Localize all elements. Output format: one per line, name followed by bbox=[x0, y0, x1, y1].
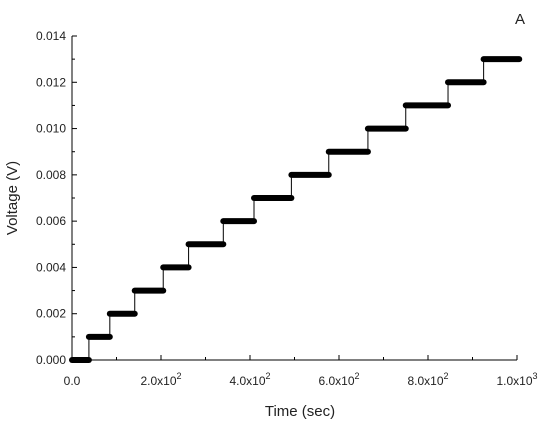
plot-area bbox=[69, 56, 523, 363]
panel-letter: A bbox=[515, 11, 525, 28]
y-tick-label: 0.000 bbox=[36, 353, 66, 367]
y-tick-label: 0.002 bbox=[36, 307, 66, 321]
y-tick-label: 0.014 bbox=[36, 29, 66, 43]
y-axis-title: Voltage (V) bbox=[4, 161, 21, 235]
x-tick-label: 2.0x102 bbox=[140, 371, 181, 388]
y-tick-label: 0.010 bbox=[36, 122, 66, 136]
x-tick-label: 8.0x102 bbox=[407, 371, 448, 388]
y-tick-label: 0.012 bbox=[36, 75, 66, 89]
y-tick-label: 0.006 bbox=[36, 214, 66, 228]
x-axis-title: Time (sec) bbox=[265, 403, 335, 420]
x-tick-label: 4.0x102 bbox=[229, 371, 270, 388]
ticks: 0.000 0.002 0.004 0.006 0.008 0.010 0.012 0.014… bbox=[36, 29, 538, 388]
x-tick-label: 6.0x102 bbox=[318, 371, 359, 388]
x-tick-label: 1.0x103 bbox=[496, 371, 537, 388]
y-tick-label: 0.004 bbox=[36, 260, 66, 274]
x-tick-label: 0.0 bbox=[64, 374, 81, 388]
y-tick-label: 0.008 bbox=[36, 168, 66, 182]
